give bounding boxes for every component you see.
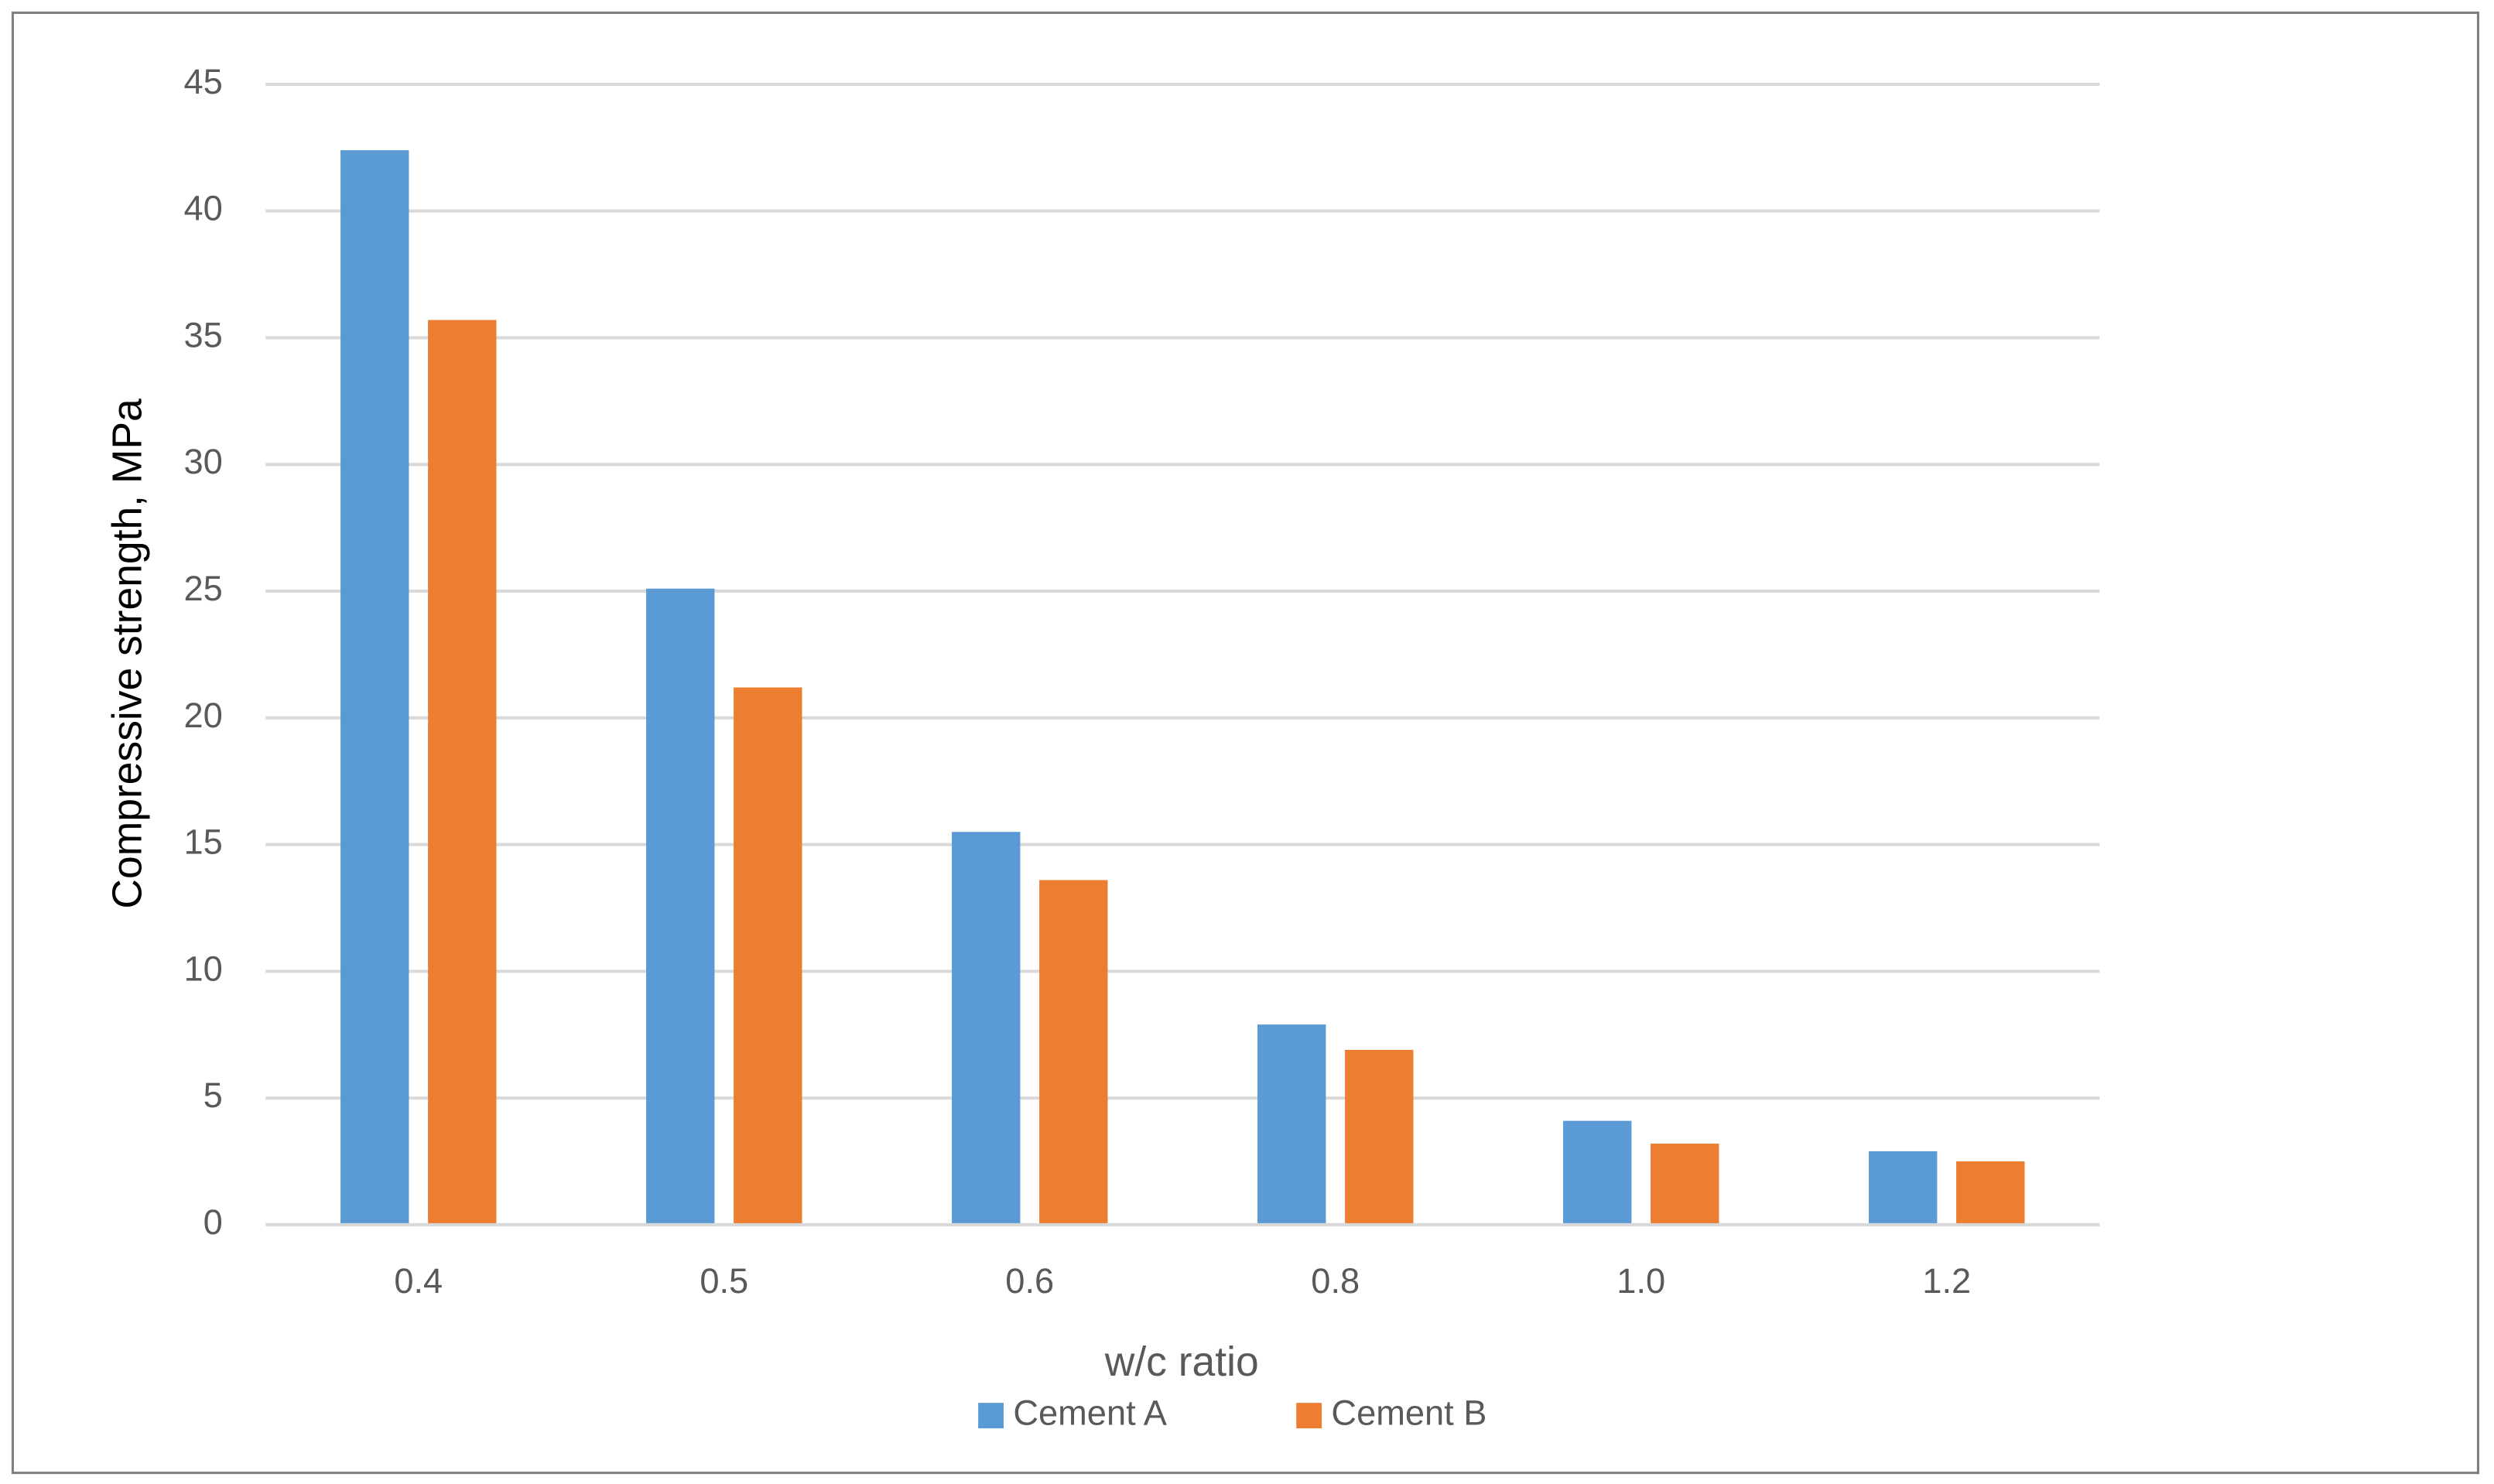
x-tick-label: 1.2 <box>1922 1261 1971 1301</box>
bar <box>646 588 715 1225</box>
bar <box>1563 1120 1632 1225</box>
bar <box>952 832 1021 1225</box>
chart-frame <box>11 11 2479 1475</box>
x-tick-label: 0.4 <box>394 1261 443 1301</box>
legend-swatch <box>978 1403 1004 1429</box>
y-tick-label: 5 <box>204 1075 223 1115</box>
bar <box>1956 1161 2025 1225</box>
x-axis-title: w/c ratio <box>1104 1339 1259 1385</box>
y-tick-label: 15 <box>183 822 222 862</box>
y-tick-label: 35 <box>183 315 222 354</box>
bar <box>1345 1049 1414 1225</box>
y-tick-label: 10 <box>183 949 222 988</box>
legend-swatch <box>1296 1403 1322 1429</box>
bar <box>734 687 802 1225</box>
y-tick-label: 45 <box>183 62 222 101</box>
x-tick-label: 1.0 <box>1616 1261 1665 1301</box>
x-tick-label: 0.8 <box>1311 1261 1360 1301</box>
bar <box>1257 1024 1326 1225</box>
x-tick-label: 0.5 <box>700 1261 748 1301</box>
y-axis-title: Compressive strength, MPa <box>105 398 151 909</box>
bar <box>1869 1151 1938 1225</box>
bar <box>1651 1144 1719 1225</box>
bar <box>428 320 497 1225</box>
y-tick-label: 40 <box>183 189 222 228</box>
y-tick-label: 25 <box>183 569 222 608</box>
y-tick-label: 20 <box>183 696 222 735</box>
legend-label: Cement B <box>1331 1393 1486 1433</box>
legend-label: Cement A <box>1013 1393 1167 1433</box>
y-tick-label: 30 <box>183 442 222 481</box>
y-tick-label: 0 <box>204 1202 223 1242</box>
x-tick-label: 0.6 <box>1005 1261 1054 1301</box>
bar <box>340 150 409 1225</box>
bar <box>1039 880 1108 1225</box>
